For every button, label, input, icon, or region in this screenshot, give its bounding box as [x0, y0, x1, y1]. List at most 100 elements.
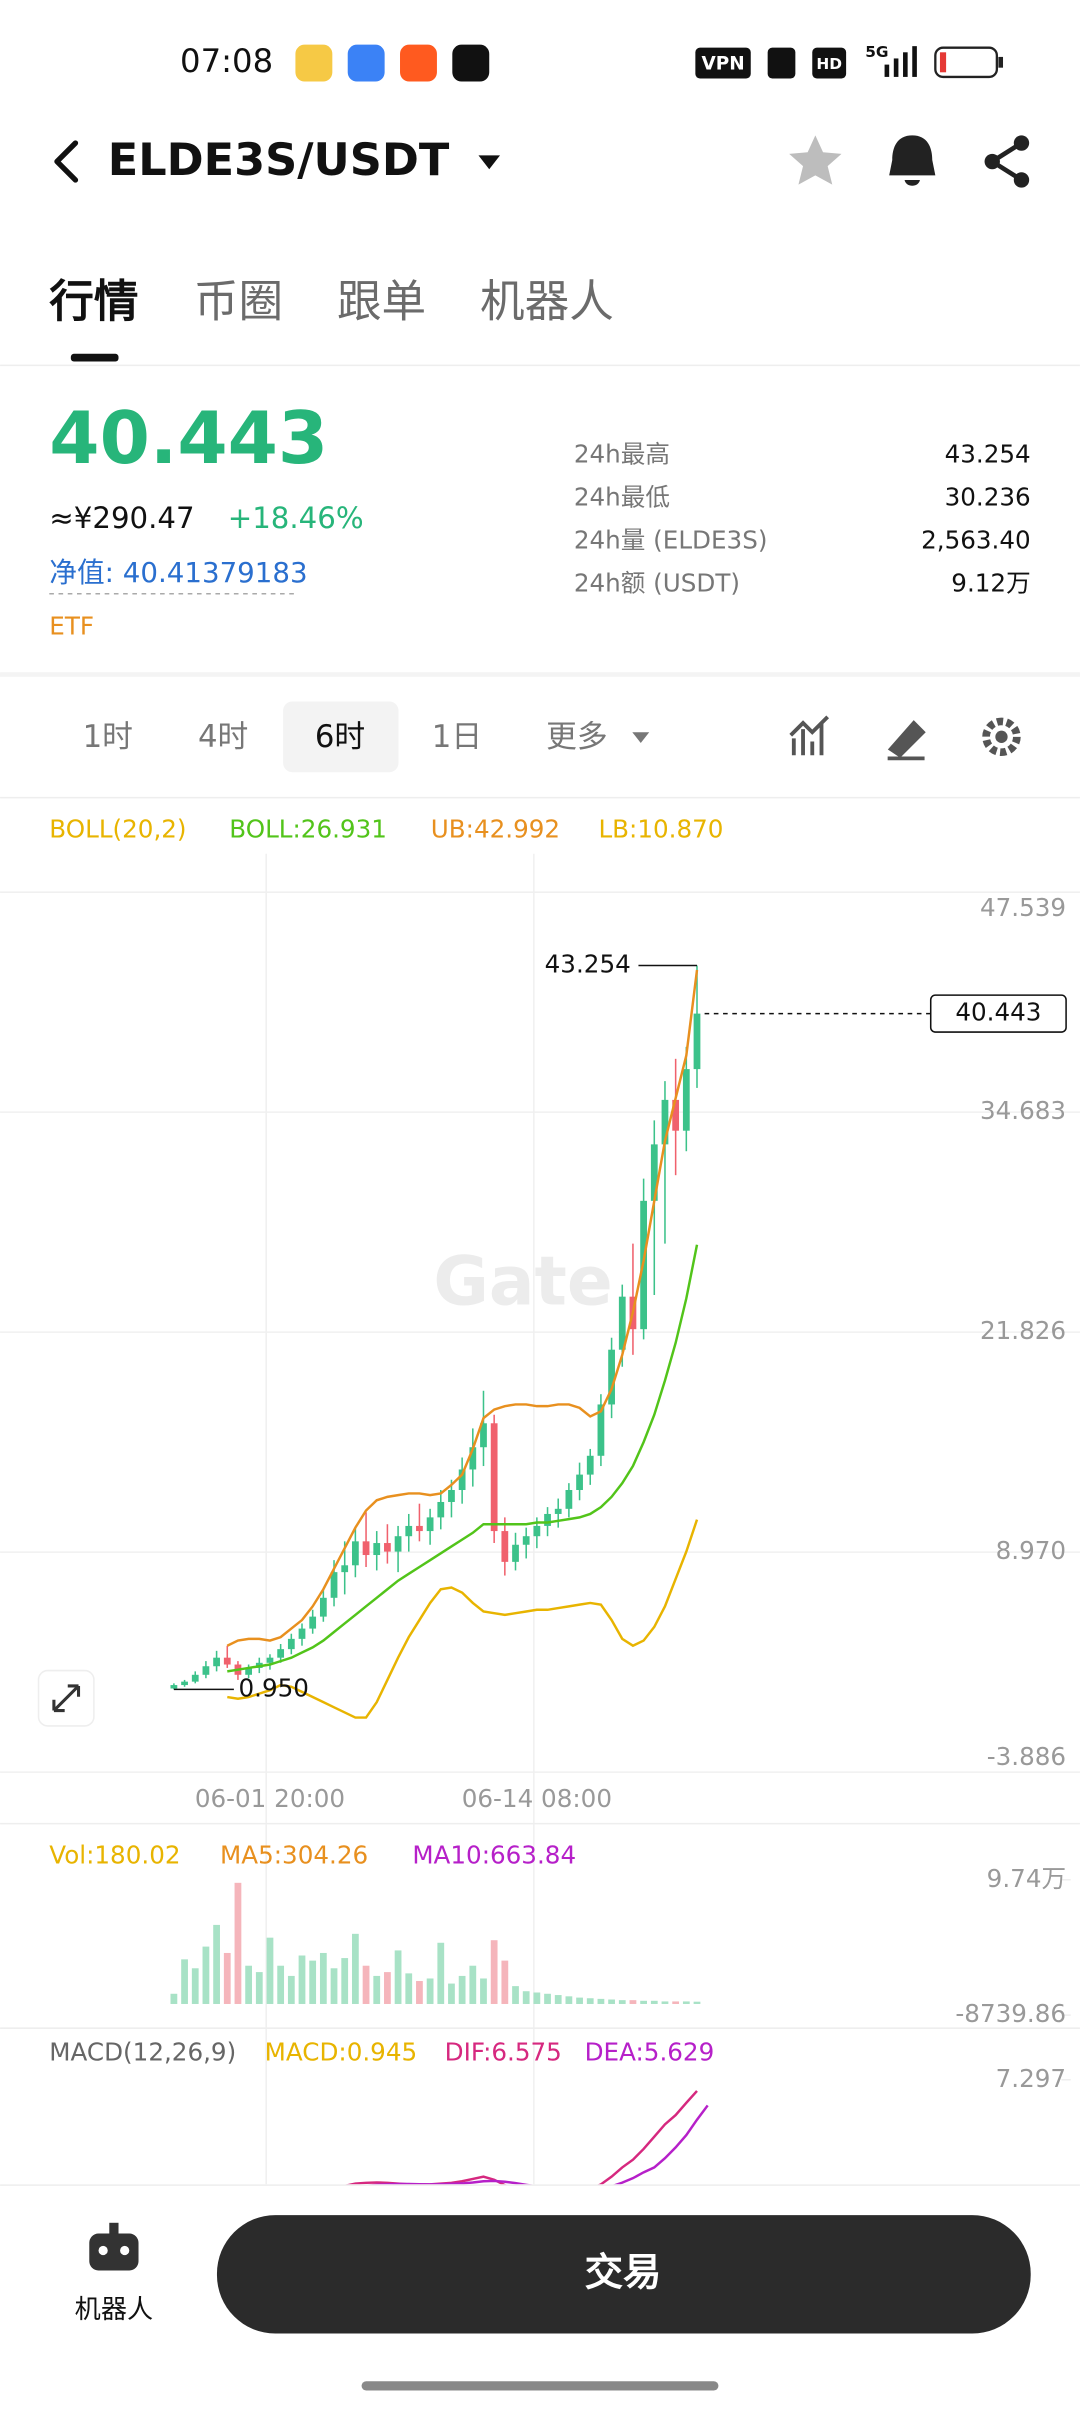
interval[interactable]: 6时 [315, 719, 365, 755]
draw-icon[interactable] [887, 720, 926, 761]
boll-line [226, 969, 699, 1647]
y-tick-label: 47.539 [980, 893, 1066, 922]
pair-dropdown[interactable] [478, 155, 501, 170]
volume-bar [618, 2000, 626, 2004]
interval[interactable]: 1日 [432, 719, 482, 755]
high-label: 43.254 [545, 950, 631, 979]
candle-body [384, 1543, 391, 1552]
battery-tip [998, 56, 1004, 68]
y-tick-label: 21.826 [980, 1316, 1066, 1345]
candle-body [373, 1543, 381, 1556]
low-label: 0.950 [238, 1673, 308, 1702]
candle-body [480, 1423, 487, 1448]
volume-bar [437, 1942, 445, 2004]
volume-bar [576, 1997, 583, 2004]
interval[interactable]: 4时 [198, 719, 248, 755]
indicator-label: UB:42.992 [431, 815, 560, 844]
macd-label: DEA:5.629 [585, 2038, 715, 2067]
candle-body [341, 1565, 349, 1573]
tab[interactable]: 跟单 [337, 276, 426, 328]
volume-bar [480, 1978, 487, 2004]
candle-body [693, 1013, 701, 1070]
last-price-label: 40.443 [955, 998, 1041, 1027]
indicator-icon[interactable] [789, 715, 830, 756]
settings-icon-center [995, 730, 1008, 743]
candle-body [330, 1572, 338, 1598]
volume-bar [672, 2001, 680, 2004]
vpn-badge [695, 47, 751, 79]
hd-text: HD [816, 55, 842, 73]
candle-body [362, 1541, 370, 1556]
pair-title[interactable]: ELDE3S/USDT [108, 134, 450, 186]
volume-bar [330, 1968, 338, 2004]
volume-bar [234, 1882, 242, 2004]
candle-body [319, 1597, 327, 1617]
change-percent: +18.46% [228, 501, 364, 535]
share-icon[interactable] [984, 135, 1030, 188]
nfc-icon [767, 47, 796, 79]
candle-body [565, 1490, 573, 1509]
candle-body [469, 1447, 477, 1470]
candle-body [170, 1685, 178, 1689]
robot-icon[interactable] [89, 2222, 139, 2271]
candle-body [522, 1536, 530, 1545]
trade-label[interactable]: 交易 [585, 2251, 662, 2296]
candle-body [512, 1544, 519, 1562]
volume-bar [448, 1983, 455, 2004]
volume-bar [597, 1998, 605, 2004]
last-price: 40.443 [49, 397, 328, 481]
volume-label: Vol:180.02 [49, 1841, 180, 1870]
macd-label: DIF:6.575 [445, 2038, 562, 2067]
volume-bar [608, 1999, 615, 2004]
cny-price: ≈¥290.47 [49, 501, 194, 535]
back-button[interactable] [54, 140, 79, 183]
macd-tick-label: 7.297 [996, 2064, 1066, 2093]
status-bar: 07:08 VPN HD 5G [180, 42, 1004, 82]
app-icon [400, 44, 437, 82]
signal-icon [884, 46, 917, 77]
x-tick-label: 06-01 20:00 [195, 1784, 345, 1813]
volume-bar [693, 2001, 701, 2004]
nav-value[interactable]: 净值: 40.41379183 [49, 556, 307, 589]
alert-bell[interactable] [889, 135, 936, 186]
candle-body [576, 1474, 583, 1491]
candle-body [213, 1657, 220, 1667]
volume-bar [213, 1924, 220, 2004]
candle-body [405, 1525, 413, 1537]
stat-label: 24h量 (ELDE3S) [574, 525, 768, 554]
interval[interactable]: 1时 [83, 719, 133, 755]
settings-icon[interactable] [982, 717, 1021, 757]
volume-bar [533, 1992, 541, 2004]
etf-tag: ETF [49, 612, 94, 641]
volume-bar [351, 1933, 359, 2004]
candle-body [501, 1531, 509, 1562]
app-icon [295, 44, 333, 82]
network-text: 5G [865, 43, 888, 61]
candle-body [245, 1667, 253, 1675]
tab[interactable]: 币圈 [194, 276, 283, 328]
candle-body [309, 1616, 317, 1629]
app-icon [452, 44, 490, 82]
volume-bar [394, 1950, 402, 2004]
candle-body [682, 1069, 690, 1131]
tab[interactable]: 机器人 [480, 276, 614, 328]
volume-bar [640, 2000, 648, 2004]
favorite-star[interactable] [789, 135, 842, 185]
battery-level [939, 52, 947, 73]
volume-bar [309, 1960, 317, 2004]
indicator-label: LB:10.870 [598, 815, 723, 844]
candle-body [202, 1666, 210, 1675]
interval-more[interactable]: 更多 [546, 719, 608, 755]
volume-bar [223, 1952, 231, 2004]
volume-tick-label: 9.74万 [987, 1864, 1066, 1893]
candle-body [533, 1525, 541, 1537]
volume-bar [512, 1986, 519, 2004]
interval-selected-bg [283, 701, 399, 773]
trade-button[interactable] [216, 2215, 1031, 2334]
volume-bar [202, 1946, 210, 2004]
watermark: Gate [433, 1242, 612, 1321]
tab[interactable]: 行情 [49, 276, 138, 328]
candle-body [437, 1501, 445, 1518]
robot-label[interactable]: 机器人 [75, 2295, 153, 2325]
volume-bar [255, 1972, 263, 2004]
